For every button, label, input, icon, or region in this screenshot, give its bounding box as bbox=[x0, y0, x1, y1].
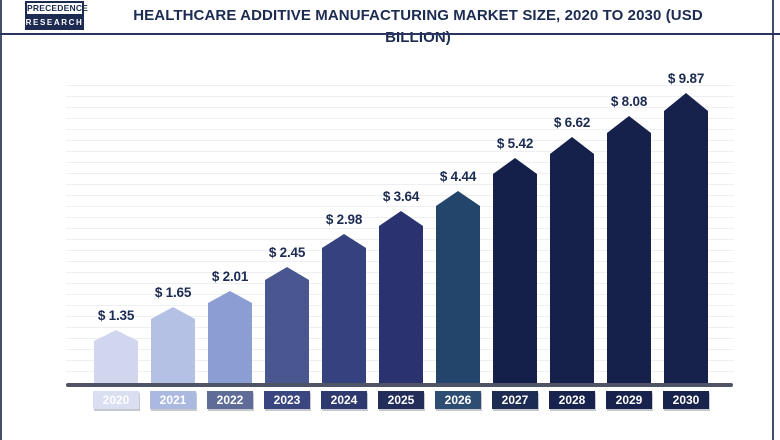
x-axis-line bbox=[66, 383, 733, 387]
bar-2021 bbox=[151, 307, 195, 385]
year-label-2025: 2025 bbox=[378, 391, 424, 409]
bar-2022 bbox=[208, 291, 252, 385]
gridline bbox=[66, 206, 734, 207]
value-label-2028: $ 6.62 bbox=[553, 115, 591, 130]
gridline bbox=[66, 195, 734, 196]
year-label-2030: 2030 bbox=[663, 391, 709, 409]
gridline bbox=[66, 107, 734, 108]
header-divider-line bbox=[0, 33, 780, 35]
gridline bbox=[66, 129, 734, 130]
year-label-2022: 2022 bbox=[207, 391, 253, 409]
value-label-2030: $ 9.87 bbox=[667, 71, 705, 86]
gridline bbox=[66, 118, 734, 119]
bar-2030 bbox=[664, 93, 708, 385]
logo-text-research: RESEARCH bbox=[25, 16, 84, 30]
bar-2029 bbox=[607, 116, 651, 385]
year-label-2024: 2024 bbox=[321, 391, 367, 409]
bar-2020 bbox=[94, 330, 138, 385]
year-label-2021: 2021 bbox=[150, 391, 196, 409]
frame-border-left bbox=[0, 0, 2, 440]
bar-2027 bbox=[493, 158, 537, 385]
value-label-2025: $ 3.64 bbox=[382, 189, 420, 204]
bar-2026 bbox=[436, 191, 480, 385]
year-label-2020: 2020 bbox=[93, 391, 139, 409]
year-label-2026: 2026 bbox=[435, 391, 481, 409]
precedence-research-logo: PRECEDENCE RESEARCH bbox=[25, 1, 88, 30]
value-label-2020: $ 1.35 bbox=[97, 308, 135, 323]
bar-2025 bbox=[379, 211, 423, 385]
gridline bbox=[66, 96, 734, 97]
gridline bbox=[66, 140, 734, 141]
gridline bbox=[66, 184, 734, 185]
value-label-2023: $ 2.45 bbox=[268, 245, 306, 260]
year-label-2029: 2029 bbox=[606, 391, 652, 409]
year-label-2027: 2027 bbox=[492, 391, 538, 409]
year-label-2028: 2028 bbox=[549, 391, 595, 409]
bar-2023 bbox=[265, 267, 309, 385]
value-label-2027: $ 5.42 bbox=[496, 136, 534, 151]
value-label-2021: $ 1.65 bbox=[154, 285, 192, 300]
value-label-2024: $ 2.98 bbox=[325, 212, 363, 227]
chart-title: HEALTHCARE ADDITIVE MANUFACTURING MARKET… bbox=[133, 7, 703, 46]
gridline bbox=[66, 151, 734, 152]
gridline bbox=[66, 162, 734, 163]
gridline bbox=[66, 173, 734, 174]
frame-border-right bbox=[772, 0, 774, 440]
logo-text-precedence: PRECEDENCE bbox=[25, 1, 88, 16]
value-label-2029: $ 8.08 bbox=[610, 94, 648, 109]
bar-2024 bbox=[322, 234, 366, 385]
value-label-2022: $ 2.01 bbox=[211, 269, 249, 284]
gridline bbox=[66, 85, 734, 86]
bar-2028 bbox=[550, 137, 594, 385]
value-label-2026: $ 4.44 bbox=[439, 169, 477, 184]
year-label-2023: 2023 bbox=[264, 391, 310, 409]
